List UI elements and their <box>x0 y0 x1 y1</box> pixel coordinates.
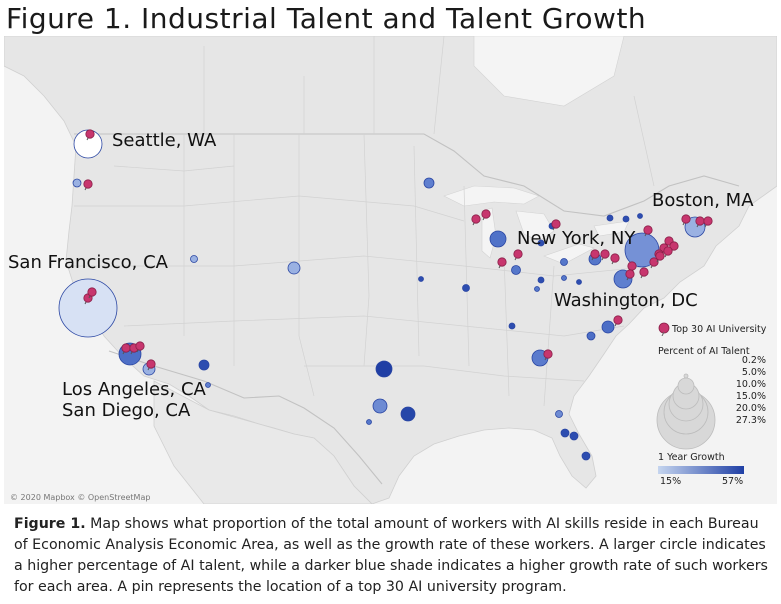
university-pin-icon[interactable] <box>643 225 653 237</box>
caption-label: Figure 1. <box>14 516 86 532</box>
caption-text: Map shows what proportion of the total a… <box>14 516 768 595</box>
university-pin-icon[interactable] <box>83 179 93 191</box>
legend-size-value: 27.3% <box>735 415 766 426</box>
university-pin-icon[interactable] <box>146 359 156 371</box>
university-pin-icon[interactable] <box>471 214 481 226</box>
city-label-san-francisco: San Francisco, CA <box>8 252 168 273</box>
university-pin-icon[interactable] <box>703 216 713 228</box>
lake-erie <box>543 243 595 265</box>
talent-circle-portland[interactable] <box>72 178 82 188</box>
talent-circle-albany[interactable] <box>622 215 630 223</box>
talent-circle-austin[interactable] <box>372 398 388 414</box>
talent-circle-san-francisco[interactable] <box>58 278 118 338</box>
talent-circle-minneapolis[interactable] <box>423 177 435 189</box>
talent-circle-st-louis[interactable] <box>462 284 470 292</box>
city-label-seattle: Seattle, WA <box>112 130 217 151</box>
university-pin-icon[interactable] <box>590 249 600 261</box>
city-label-new-york: New York, NY <box>517 228 636 249</box>
legend-growth-min: 15% <box>660 476 682 487</box>
legend-size-value: 5.0% <box>741 367 766 378</box>
figure-caption: Figure 1. Map shows what proportion of t… <box>14 514 774 598</box>
university-pin-icon[interactable] <box>543 349 553 361</box>
talent-circle-denver[interactable] <box>287 261 301 275</box>
university-pin-icon[interactable] <box>551 219 561 231</box>
university-pin-icon[interactable] <box>481 209 491 221</box>
legend-size-value: 15.0% <box>735 391 766 402</box>
university-pin-icon[interactable] <box>681 214 691 226</box>
land-mass <box>4 36 777 504</box>
university-pin-icon[interactable] <box>135 341 145 353</box>
talent-circle-indianapolis[interactable] <box>511 265 521 275</box>
figure-title: Figure 1. Industrial Talent and Talent G… <box>6 2 647 35</box>
talent-circle-salt-lake[interactable] <box>190 255 198 263</box>
map-canvas[interactable]: Seattle, WA Boston, MA New York, NY San … <box>4 36 777 504</box>
lake-michigan <box>481 207 497 259</box>
legend-size-value: 0.2% <box>741 355 766 366</box>
map-attribution: © 2020 Mapbox © OpenStreetMap <box>10 493 151 502</box>
lake-superior <box>443 185 540 207</box>
talent-circle-lexington[interactable] <box>534 286 540 292</box>
university-pins <box>83 129 713 371</box>
us-canada-border <box>74 133 740 217</box>
city-label-washington: Washington, DC <box>554 290 698 311</box>
hudson-bay <box>473 36 625 107</box>
university-pin-icon[interactable] <box>513 249 523 261</box>
state-borders <box>69 36 655 407</box>
legend-size-value: 20.0% <box>735 403 766 414</box>
great-lakes <box>443 185 630 265</box>
university-pin-icon[interactable] <box>669 241 679 253</box>
university-pin-icon[interactable] <box>649 257 659 269</box>
lake-huron <box>515 210 555 242</box>
legend-size-title: Percent of AI Talent <box>658 346 750 357</box>
talent-circle-miami[interactable] <box>581 451 591 461</box>
legend-growth-max: 57% <box>722 476 744 487</box>
legend-circle-5-0 <box>677 377 695 395</box>
talent-circle-kansas-city[interactable] <box>418 276 424 282</box>
talent-circle-cincinnati[interactable] <box>537 276 545 284</box>
talent-circle-phoenix[interactable] <box>198 359 210 371</box>
talent-circle-dallas[interactable] <box>375 360 393 378</box>
university-pin-icon[interactable] <box>85 129 95 141</box>
legend-growth-gradient <box>658 466 744 474</box>
mexico-land <box>153 380 373 504</box>
university-pin-icon[interactable] <box>663 246 673 258</box>
talent-circle-wheeling[interactable] <box>576 279 582 285</box>
talent-circle-charlotte[interactable] <box>586 331 596 341</box>
talent-circle-columbus[interactable] <box>560 258 568 266</box>
talent-circle-syracuse[interactable] <box>606 214 614 222</box>
city-label-san-diego: San Diego, CA <box>62 400 191 421</box>
university-pin-icon[interactable] <box>610 253 620 265</box>
talent-circle-jacksonville[interactable] <box>555 410 563 418</box>
talent-circle-chicago[interactable] <box>489 230 507 248</box>
talent-circle-raleigh[interactable] <box>601 320 615 334</box>
talent-circle-ann-arbor[interactable] <box>537 239 545 247</box>
talent-circle-dayton[interactable] <box>561 275 567 281</box>
talent-circle-tucson[interactable] <box>205 382 211 388</box>
legend-size-value: 10.0% <box>735 379 766 390</box>
university-pin-icon[interactable] <box>497 257 507 269</box>
city-label-boston: Boston, MA <box>652 190 754 211</box>
university-pin-icon[interactable] <box>87 287 97 299</box>
lake-ontario <box>593 220 630 237</box>
legend-pin-label: Top 30 AI University <box>672 324 767 335</box>
legend-size-circles <box>656 373 716 450</box>
legend-growth-title: 1 Year Growth <box>658 452 725 463</box>
talent-circle-houston[interactable] <box>400 406 416 422</box>
talent-circle-nashville[interactable] <box>508 322 516 330</box>
university-pin-icon[interactable] <box>625 269 635 281</box>
talent-circle-tampa[interactable] <box>569 431 579 441</box>
university-pin-icon[interactable] <box>613 315 623 327</box>
talent-circle-orlando[interactable] <box>560 428 570 438</box>
university-pin-icon[interactable] <box>600 249 610 261</box>
university-pin-icon[interactable] <box>639 267 649 279</box>
city-label-los-angeles: Los Angeles, CA <box>62 379 206 400</box>
talent-circle-vermont[interactable] <box>637 213 643 219</box>
talent-circle-san-antonio[interactable] <box>366 419 372 425</box>
us-mexico-border <box>108 350 383 485</box>
legend-circle-0-2 <box>683 373 689 379</box>
legend-pin-icon <box>658 322 670 336</box>
talent-circles <box>58 129 706 461</box>
map-svg <box>4 36 777 504</box>
university-pin-icon[interactable] <box>655 251 665 263</box>
